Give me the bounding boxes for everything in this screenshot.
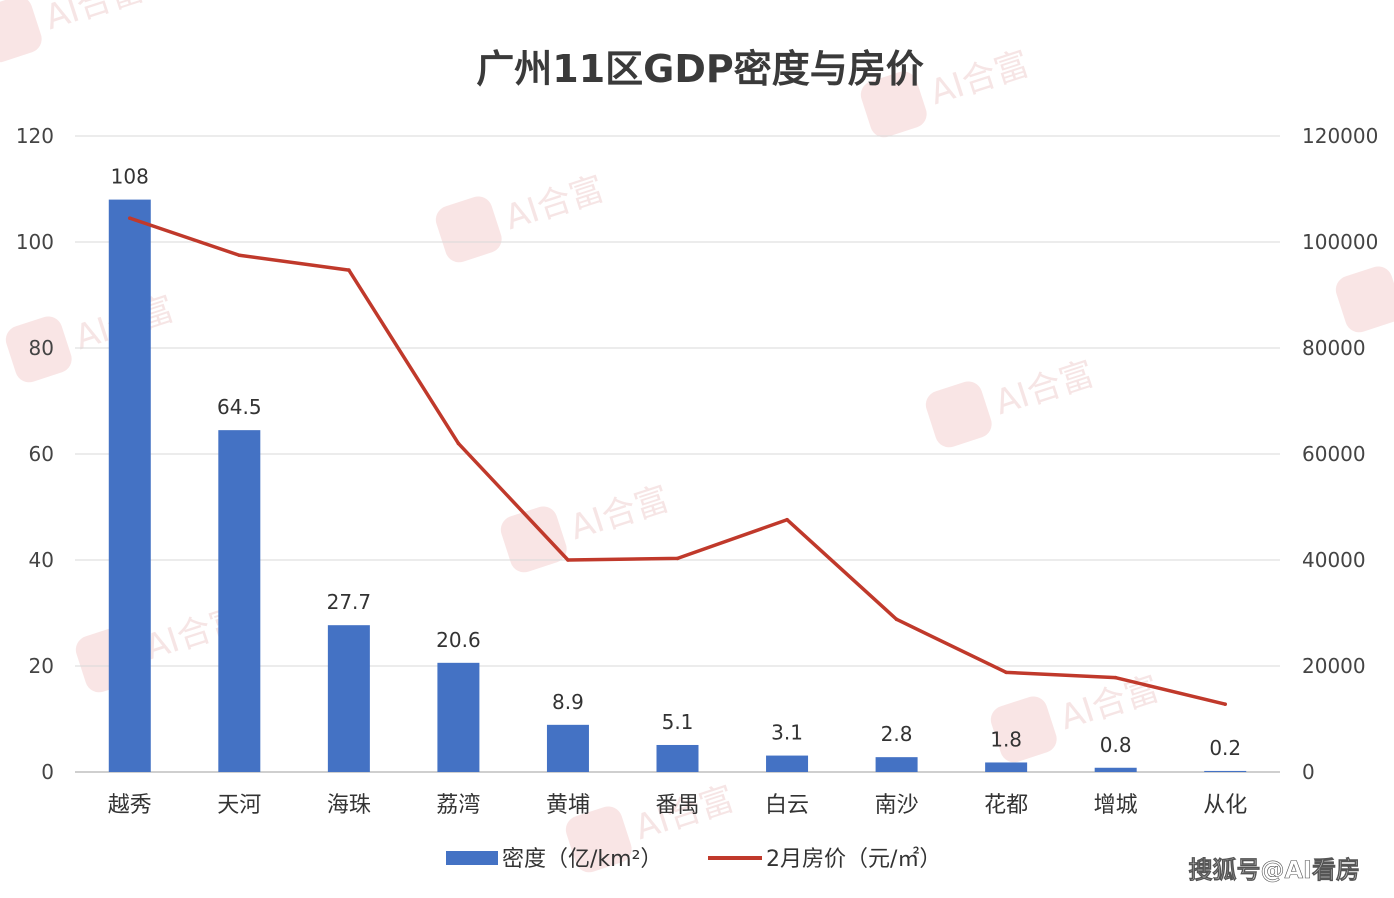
watermark-logo [565, 806, 632, 873]
watermark-text: AI合富 [565, 479, 674, 548]
bar [1204, 770, 1247, 772]
bar [766, 755, 809, 772]
legend-line-label: 2月房价（元/㎡） [766, 846, 941, 872]
category-label: 天河 [217, 793, 261, 818]
bar-data-label: 1.8 [990, 727, 1022, 751]
bar-data-label: 3.1 [771, 721, 803, 745]
line-point [347, 268, 351, 272]
right-tick-label: 20000 [1302, 654, 1366, 678]
line-point [237, 253, 242, 258]
watermark-text: AI合富 [1055, 669, 1164, 738]
left-tick-label: 40 [29, 548, 54, 572]
right-tick-label: 120000 [1302, 124, 1378, 148]
category-label: 荔湾 [436, 793, 480, 818]
right-tick-label: 0 [1302, 760, 1315, 784]
watermark: AI合富 [435, 169, 609, 263]
category-label: 花都 [984, 793, 1028, 818]
line-point [1223, 702, 1228, 706]
bar [1094, 767, 1137, 772]
left-tick-label: 20 [29, 654, 54, 678]
watermark-logo [500, 506, 567, 573]
watermark-logo [860, 71, 927, 138]
right-tick-label: 40000 [1302, 548, 1366, 572]
watermark-logo [925, 381, 992, 448]
watermark: AI合富 [0, 0, 149, 63]
bar [327, 625, 370, 772]
line-point [456, 441, 461, 446]
line-point [894, 617, 899, 622]
line-point [566, 558, 570, 562]
line-point [785, 517, 789, 522]
watermark: AI合富 [5, 289, 179, 383]
bar-data-label: 8.9 [552, 690, 584, 714]
left-tick-label: 0 [41, 760, 54, 784]
left-axis-ticks: 0 20 40 60 80 100 120 [16, 124, 54, 784]
bar-data-label: 64.5 [217, 395, 262, 419]
bar-data-label: 0.8 [1100, 733, 1132, 757]
left-tick-label: 60 [29, 442, 54, 466]
bar [546, 724, 589, 772]
category-label: 南沙 [875, 793, 919, 818]
credit-text: 搜狐号@AI看房 [1188, 856, 1360, 884]
bar [656, 744, 699, 772]
watermark-text: AI合富 [40, 0, 149, 38]
left-tick-label: 80 [29, 336, 54, 360]
watermark-logo [435, 196, 502, 263]
price-line [129, 216, 1226, 706]
category-labels: 越秀 天河 海珠 荔湾 黄埔 番禺 白云 南沙 花都 增城 从化 [108, 793, 1247, 818]
legend-bar-label: 密度（亿/km²） [502, 847, 662, 872]
bar-data-label: 20.6 [436, 628, 481, 652]
right-tick-label: 60000 [1302, 442, 1366, 466]
bar [218, 430, 261, 772]
watermark-text: AI合富 [925, 44, 1034, 113]
watermark-logo [0, 0, 42, 63]
chart-title: 广州11区GDP密度与房价 [476, 47, 923, 91]
line-point [127, 216, 132, 220]
bar-data-label: 5.1 [662, 710, 694, 734]
bar-data-label: 2.8 [881, 722, 913, 746]
bar-data-label: 108 [111, 165, 149, 189]
category-label: 从化 [1203, 793, 1247, 818]
watermark: AI合富 [1335, 266, 1394, 333]
right-tick-label: 100000 [1302, 230, 1378, 254]
category-label: 黄埔 [546, 793, 590, 818]
left-tick-label: 120 [16, 124, 54, 148]
line-series [127, 216, 1228, 706]
bar-data-labels: 108 64.5 27.7 20.6 8.9 5.1 3.1 2.8 1.8 0.8 0.2 [111, 165, 1241, 760]
category-label: 增城 [1094, 793, 1138, 818]
watermark-layer: AI合富AI合富AI合富AI合富AI合富AI合富AI合富AI合富AI合富AI合富 [0, 0, 1394, 873]
bar [875, 757, 918, 772]
watermark-text: AI合富 [500, 169, 609, 238]
left-tick-label: 100 [16, 230, 54, 254]
right-axis-ticks: 0 20000 40000 60000 80000 100000 120000 [1302, 124, 1378, 784]
bar [108, 199, 151, 773]
category-label: 海珠 [327, 793, 371, 818]
bar [437, 662, 480, 772]
watermark: AI合富 [925, 354, 1099, 448]
bar [985, 762, 1028, 772]
watermark-text: AI合富 [990, 354, 1099, 423]
watermark-logo [990, 696, 1057, 763]
category-label: 越秀 [108, 793, 152, 818]
bar-data-label: 27.7 [327, 590, 372, 614]
watermark-logo [1335, 266, 1394, 333]
legend: 密度（亿/km²） 2月房价（元/㎡） [446, 846, 941, 872]
bar-data-label: 0.2 [1209, 736, 1241, 760]
category-label: 白云 [765, 793, 809, 818]
line-point [675, 556, 680, 561]
bar-series [108, 199, 1247, 773]
watermark-logo [5, 316, 72, 383]
category-label: 番禺 [655, 793, 699, 818]
line-point [1113, 675, 1118, 680]
legend-bar-swatch [446, 851, 498, 865]
line-point [1004, 670, 1008, 675]
right-tick-label: 80000 [1302, 336, 1366, 360]
